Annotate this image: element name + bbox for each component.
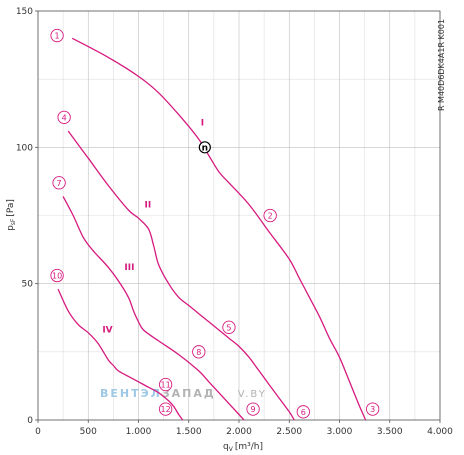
series-curve-III (62, 196, 245, 421)
series-curve-II (67, 130, 295, 421)
x-tick-label: 4.000 (427, 427, 453, 437)
x-axis-subscript: V (229, 446, 234, 453)
y-tick-label: 50 (22, 280, 34, 290)
curve-marker-9: 9 (246, 402, 260, 416)
operating-point-marker: n (198, 141, 211, 154)
marker-circle (246, 402, 260, 416)
y-tick-label: 0 (27, 416, 33, 426)
marker-label: 9 (251, 405, 256, 414)
grid-layer (37, 10, 441, 421)
marker-label: 5 (226, 323, 231, 332)
curve-marker-5: 5 (222, 320, 236, 334)
marker-circle (52, 176, 66, 190)
curve-marker-12: 12 (158, 402, 173, 416)
axis-layer (35, 10, 441, 423)
x-tick-label: 500 (80, 427, 97, 437)
watermark-part3: V.BY (238, 389, 267, 400)
marker-circle (50, 28, 64, 43)
marker-circle (192, 345, 206, 359)
marker-circle (222, 320, 236, 334)
curve-marker-10: 10 (50, 268, 64, 283)
y-axis-title: psF[Pa] (6, 199, 17, 231)
marker-label: 8 (196, 348, 201, 357)
curve-marker-7: 7 (52, 176, 66, 190)
curve-marker-3: 3 (366, 402, 380, 416)
x-tick-label: 0 (35, 427, 41, 437)
series-label-II: II (145, 200, 152, 210)
curve-marker-1: 1 (50, 28, 64, 43)
y-tick-label: 100 (16, 143, 33, 153)
y-tick-labels: 0 50 100 150 (16, 7, 33, 426)
marker-circle (50, 268, 64, 283)
watermark-part1: ВЕНТЭЛ (100, 387, 162, 400)
x-axis-unit: [m³/h] (235, 442, 263, 452)
y-axis-symbol: p (6, 225, 16, 231)
marker-label: 12 (161, 405, 171, 414)
marker-circle (158, 377, 173, 392)
y-tick-label: 150 (16, 7, 33, 17)
watermark: ВЕНТЭЛЗАПАД V.BY (100, 387, 267, 400)
series-label-I: I (201, 119, 204, 129)
curve-marker-4: 4 (57, 110, 71, 124)
series-label-III: III (124, 263, 134, 273)
marker-label: 4 (62, 113, 67, 122)
x-tick-labels: 0 500 1.000 1.500 2.000 2.500 3.000 3.500 4.000 (35, 427, 453, 437)
operating-point: n (198, 141, 211, 154)
curve-layer (57, 37, 367, 421)
series-curve-IV (57, 288, 184, 421)
series-curve-I (71, 37, 367, 421)
x-axis-title: qV [m³/h] (223, 442, 263, 453)
curve-marker-2: 2 (263, 208, 277, 223)
marker-label: 7 (57, 179, 62, 188)
series-label-IV: IV (102, 326, 112, 336)
marker-circle (57, 110, 71, 124)
marker-circle (296, 405, 310, 419)
curve-marker-6: 6 (296, 405, 310, 419)
marker-label: 10 (52, 271, 62, 280)
marker-label: 3 (370, 405, 375, 414)
watermark-part2: ЗАПАД (162, 387, 216, 400)
marker-circle (366, 402, 380, 416)
marker-label: 1 (55, 32, 60, 41)
marker-label: 11 (161, 381, 171, 390)
operating-point-circle (198, 141, 211, 154)
y-axis-subscript: sF (10, 218, 17, 225)
x-tick-label: 3.000 (327, 427, 353, 437)
model-code: R M40D6DK4A1R K001 (437, 19, 446, 111)
x-axis-symbol: q (223, 442, 229, 452)
marker-circle (158, 402, 173, 416)
marker-label: 2 (268, 212, 273, 221)
x-tick-label: 2.000 (226, 427, 252, 437)
x-tick-label: 1.500 (176, 427, 202, 437)
x-tick-label: 1.000 (126, 427, 152, 437)
marker-label: 6 (301, 408, 306, 417)
y-axis-unit: [Pa] (6, 199, 16, 217)
curve-marker-8: 8 (192, 345, 206, 359)
operating-point-label: n (202, 143, 208, 153)
x-tick-label: 3.500 (377, 427, 403, 437)
curve-marker-11: 11 (158, 377, 173, 392)
marker-circle (263, 208, 277, 223)
plot-frame (37, 10, 441, 421)
x-tick-label: 2.500 (276, 427, 302, 437)
